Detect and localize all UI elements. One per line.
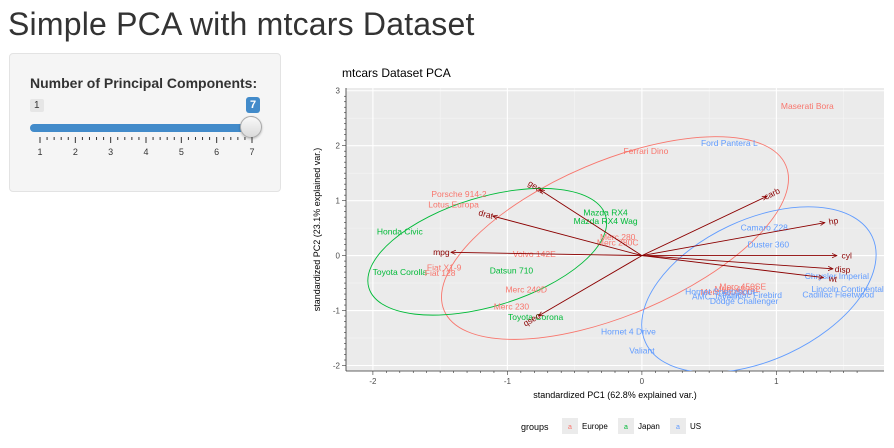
loading-label: wt	[827, 273, 838, 284]
loading-arrow	[641, 255, 833, 269]
plot-panel	[346, 88, 884, 371]
chart-title: mtcars Dataset PCA	[342, 66, 451, 80]
legend-entry: Japan	[638, 422, 660, 431]
point-label: Fiat 128	[425, 268, 456, 278]
slider-ticks: 1 2 3 4 5 6 7	[30, 137, 270, 167]
pca-biplot-svg: -2 -1 0 1 2 3 -2 -1 0 1 mtcars Dataset PCA standard…	[312, 66, 884, 434]
y-tick-label: 1	[336, 197, 341, 206]
legend-title: groups	[521, 422, 549, 432]
point-label: Ford Pantera L	[701, 138, 758, 148]
slider-handle[interactable]	[240, 116, 262, 138]
legend-entry: US	[690, 422, 701, 431]
loading-arrow	[641, 255, 824, 278]
point-label: Toyota Corolla	[373, 267, 428, 277]
point-label: Ferrari Dino	[623, 146, 668, 156]
y-tick-label: 3	[336, 87, 341, 96]
point-label: Chrysler Imperial	[805, 271, 869, 281]
point-label: Merc 280C	[597, 237, 639, 247]
legend-key-glyph: a	[624, 424, 628, 431]
y-axis-label: standardized PC2 (23.1% explained var.)	[312, 148, 322, 312]
point-label: Fiat X1-9	[427, 263, 462, 273]
point-label: Merc 240D	[505, 285, 547, 295]
point-label: Maserati Bora	[781, 101, 834, 111]
point-label: Pontiac Firebird	[722, 290, 782, 300]
y-tick-label: -1	[333, 307, 341, 316]
point-label: Mazda RX4 Wag	[574, 216, 638, 226]
x-tick-label: -2	[369, 377, 377, 386]
slider-ticks-svg: 1 2 3 4 5 6 7	[37, 137, 255, 157]
loading-arrow	[641, 195, 767, 257]
point-label: Merc 450SL	[714, 284, 760, 294]
point-label: Hornet Sportabout	[685, 286, 755, 296]
legend-key	[562, 418, 578, 434]
legend-entry: Europe	[582, 422, 608, 431]
page-title: Simple PCA with mtcars Dataset	[8, 6, 475, 42]
ellipse-japan	[367, 187, 608, 316]
plot-content: Maserati Bora Ford Pantera L Ferrari Dino P…	[367, 101, 884, 371]
loading-arrow	[538, 255, 643, 316]
x-tick-label: 1	[774, 377, 779, 386]
ellipse-europe	[441, 136, 789, 340]
y-tick-label: 0	[336, 252, 341, 261]
legend: groups a Europe a Japan a US	[521, 418, 701, 434]
x-axis-label: standardized PC1 (62.8% explained var.)	[533, 390, 697, 400]
x-tick-label: 0	[640, 377, 645, 386]
point-label: Camaro Z28	[741, 223, 789, 233]
point-label: Lincoln Continental	[812, 284, 884, 294]
loading-label: drat	[478, 207, 495, 221]
point-label: Lotus Europa	[428, 199, 479, 209]
point-label: Merc 230	[494, 302, 530, 312]
point-label: Datsun 710	[490, 265, 534, 275]
legend-key-glyph: a	[568, 424, 572, 431]
ellipse-us	[641, 206, 877, 371]
point-label: Mazda RX4	[583, 208, 628, 218]
point-label: AMC Javelin	[692, 291, 740, 301]
legend-key	[618, 418, 634, 434]
slider-track[interactable]	[30, 124, 260, 132]
slider-tick-label: 2	[73, 147, 78, 157]
y-tick-label: -2	[333, 362, 341, 371]
slider-tick-label: 6	[214, 147, 219, 157]
point-label: Dodge Challenger	[710, 296, 779, 306]
point-label: Cadillac Fleetwood	[802, 290, 874, 300]
point-label: Hornet 4 Drive	[601, 326, 656, 336]
loading-arrow	[641, 223, 825, 257]
loading-arrow	[451, 252, 642, 257]
point-label: Merc 280	[600, 232, 636, 242]
loading-label: disp	[835, 264, 852, 275]
pca-biplot: -2 -1 0 1 2 3 -2 -1 0 1 mtcars Dataset PCA standard…	[300, 62, 894, 443]
point-label: Merc 450SE	[719, 281, 766, 291]
sidebar-panel: Number of Principal Components: 1 7 1 2 3 4…	[9, 53, 281, 192]
loading-arrow	[540, 190, 643, 256]
slider-tick-label: 4	[143, 147, 148, 157]
loading-label: mpg	[433, 247, 450, 257]
x-tick-label: -1	[504, 377, 512, 386]
slider-tick-label: 7	[249, 147, 254, 157]
legend-key-glyph: a	[676, 424, 680, 431]
loading-label: cyl	[841, 251, 852, 261]
slider-value-badge: 7	[246, 97, 261, 113]
point-label: Honda Civic	[377, 226, 424, 236]
point-label: Porsche 914-2	[431, 189, 487, 199]
point-label: Toyota Corona	[508, 312, 564, 322]
slider-label: Number of Principal Components:	[30, 75, 258, 91]
legend-key	[670, 418, 686, 434]
point-label: Merc 450SLC	[701, 287, 753, 297]
loading-label: hp	[828, 215, 839, 227]
slider-min-badge: 1	[30, 99, 44, 112]
slider-tick-label: 5	[179, 147, 184, 157]
loading-arrow	[493, 216, 643, 257]
point-label: Duster 360	[748, 240, 790, 250]
y-tick-label: 2	[336, 142, 341, 151]
slider-tick-label: 3	[108, 147, 113, 157]
slider-tick-label: 1	[37, 147, 42, 157]
point-label: Valiant	[629, 346, 655, 356]
